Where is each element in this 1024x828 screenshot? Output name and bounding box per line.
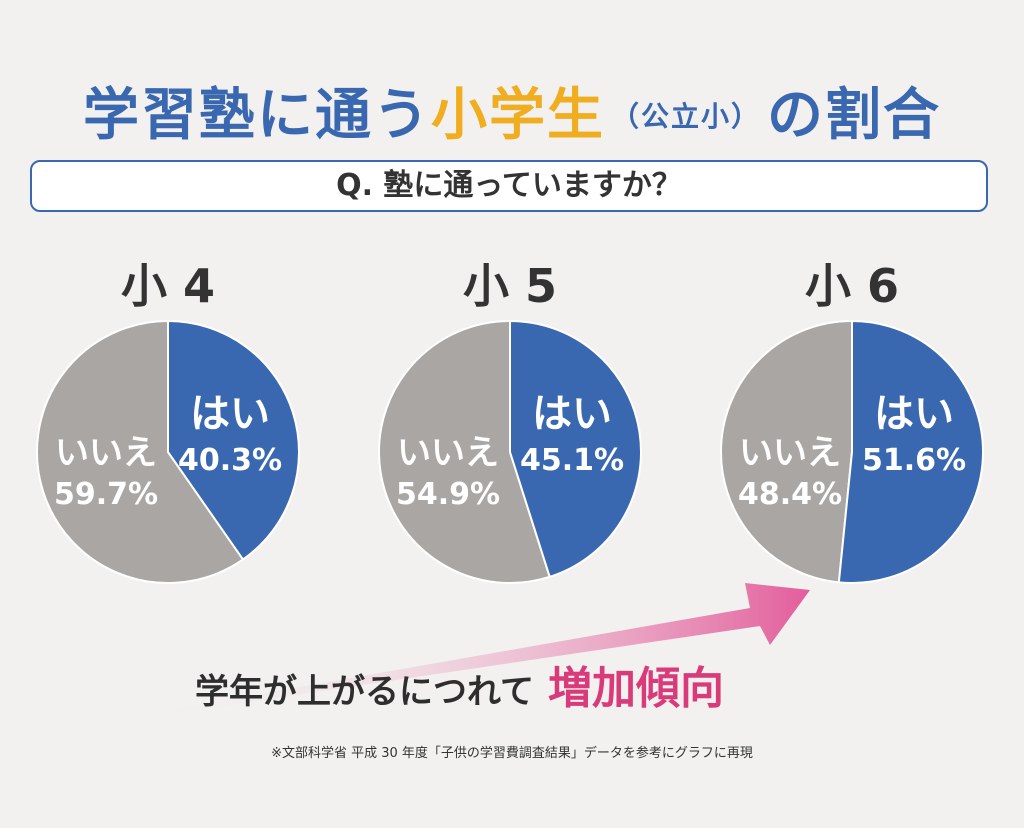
pie-value-no: 48.4% bbox=[738, 477, 842, 512]
trend-highlight: 増加傾向 bbox=[547, 663, 724, 714]
pie-label-no: いいえ bbox=[397, 433, 499, 473]
pie-title: 小 4 bbox=[121, 259, 215, 313]
pie-slice-yes bbox=[509, 319, 642, 579]
pie-value-no: 54.9% bbox=[396, 477, 500, 512]
title-part4: の割合 bbox=[767, 83, 941, 148]
pie-value-no: 59.7% bbox=[54, 477, 158, 512]
page-title: 学習塾に通う小学生 （公立小） の割合 bbox=[0, 70, 1024, 151]
pie-slice-yes bbox=[167, 319, 300, 561]
pie-label-yes: はい bbox=[532, 391, 612, 437]
trend-arrow bbox=[140, 583, 810, 718]
title-part2: 小学生 bbox=[430, 83, 605, 148]
pie-label-yes: はい bbox=[874, 391, 954, 437]
pie-title: 小 5 bbox=[463, 259, 557, 313]
title-part1: 学習塾に通う bbox=[82, 83, 431, 148]
pie-label-no: いいえ bbox=[55, 433, 157, 473]
pie-slice-no bbox=[36, 319, 245, 584]
pie-value-yes: 40.3% bbox=[178, 443, 282, 478]
title-part3: （公立小） bbox=[610, 100, 761, 133]
pie-label-no: いいえ bbox=[739, 433, 841, 473]
trend-caption: 学年が上がるにつれて 増加傾向 bbox=[195, 652, 724, 716]
pie-value-yes: 51.6% bbox=[862, 443, 966, 478]
pie-slice-yes bbox=[837, 319, 984, 584]
question-box: Q. 塾に通っていますか？ bbox=[30, 160, 988, 212]
pie-title: 小 6 bbox=[805, 259, 899, 313]
footnote: ※文部科学省 平成 30 年度「子供の学習費調査結果」データを参考にグラフに再現 bbox=[271, 746, 753, 761]
question-text: Q. 塾に通っていますか？ bbox=[336, 168, 682, 203]
pie-value-yes: 45.1% bbox=[520, 443, 624, 478]
pie-label-yes: はい bbox=[190, 391, 270, 437]
trend-text: 学年が上がるにつれて bbox=[195, 672, 534, 712]
pie-slice-no bbox=[720, 319, 853, 584]
pie-slice-no bbox=[378, 319, 551, 584]
